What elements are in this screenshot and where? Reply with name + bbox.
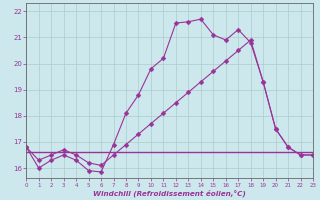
X-axis label: Windchill (Refroidissement éolien,°C): Windchill (Refroidissement éolien,°C) (93, 189, 246, 197)
